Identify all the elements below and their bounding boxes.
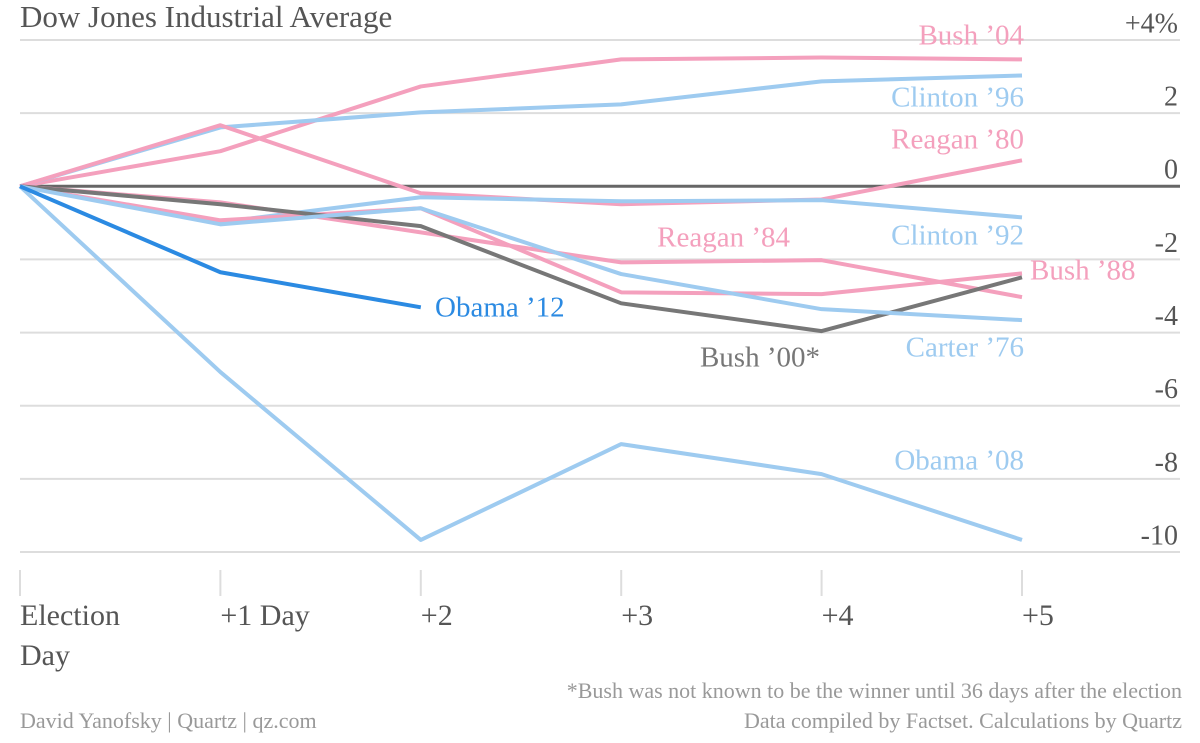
- series-line: [19, 184, 1023, 334]
- note: *Bush was not known to be the winner unt…: [566, 678, 1182, 703]
- y-tick-label: -10: [1141, 520, 1178, 551]
- series-label: Carter ’76: [906, 332, 1024, 364]
- y-tick-label: +4%: [1125, 8, 1178, 39]
- y-tick-label: -8: [1155, 447, 1178, 478]
- series-label: Obama ’12: [435, 292, 565, 324]
- series-line: [19, 55, 1023, 189]
- series-line: [19, 184, 1023, 297]
- y-tick-label: -6: [1155, 374, 1178, 405]
- chart-title: Dow Jones Industrial Average: [20, 0, 392, 34]
- series-label: Bush ’04: [918, 20, 1024, 52]
- credit: Data compiled by Factset. Calculations b…: [743, 708, 1182, 733]
- y-tick-label: -4: [1155, 301, 1178, 332]
- series-line: [19, 123, 1023, 207]
- series-line: [19, 184, 1023, 323]
- x-tick-label: +2: [420, 599, 453, 632]
- series-label: Reagan ’84: [657, 222, 790, 254]
- x-tick-label: Election Day: [20, 599, 120, 672]
- series-line: [18, 184, 1023, 542]
- series-label: Clinton ’92: [891, 220, 1024, 252]
- series-label: Reagan ’80: [891, 124, 1024, 156]
- series-label: Obama ’08: [894, 445, 1024, 477]
- series-label: Clinton ’96: [891, 82, 1024, 114]
- series-line: [19, 184, 422, 310]
- y-tick-label: 0: [1164, 155, 1178, 186]
- source: David Yanofsky | Quartz | qz.com: [20, 708, 317, 733]
- series-label: Bush ’00*: [700, 342, 820, 374]
- y-tick-label: 2: [1164, 82, 1178, 113]
- x-tick-label: +4: [821, 599, 854, 632]
- series-line: [19, 73, 1023, 189]
- x-tick-label: +5: [1022, 599, 1054, 632]
- x-tick-label: +3: [621, 599, 654, 632]
- x-tick-label: +1 Day: [220, 599, 310, 632]
- series-label: Bush ’88: [1030, 255, 1136, 287]
- y-tick-label: -2: [1155, 228, 1178, 259]
